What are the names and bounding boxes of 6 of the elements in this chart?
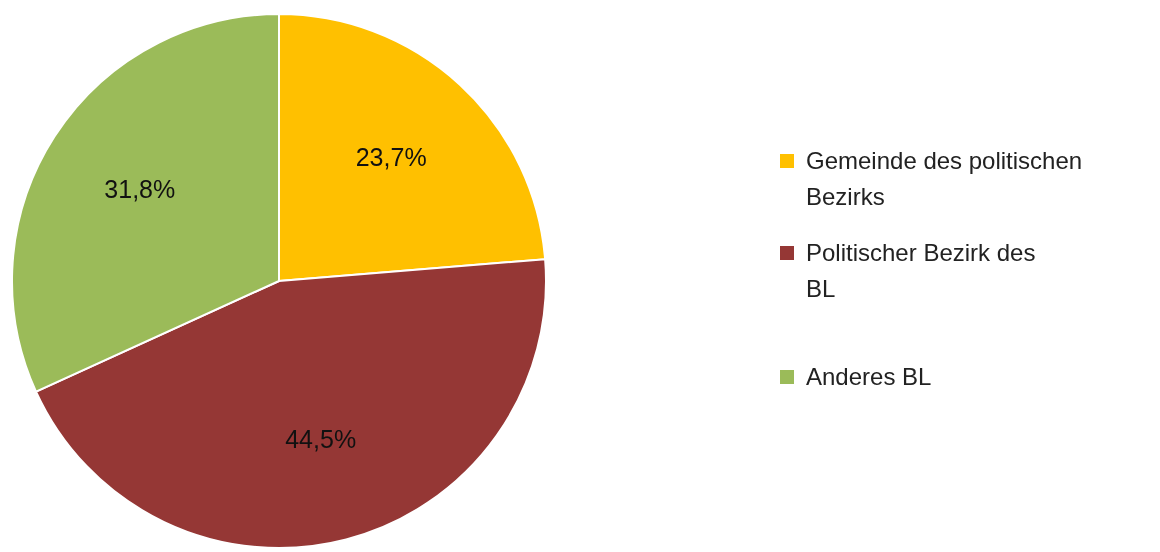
legend-label: Politischer Bezirk des BL — [806, 239, 1036, 303]
data-label: 31,8% — [104, 175, 176, 204]
legend-label: Anderes BL — [806, 363, 932, 391]
data-label: 44,5% — [285, 424, 357, 453]
data-label: 23,7% — [355, 142, 427, 171]
legend-label: Gemeinde des politischen Bezirks — [806, 147, 1083, 211]
